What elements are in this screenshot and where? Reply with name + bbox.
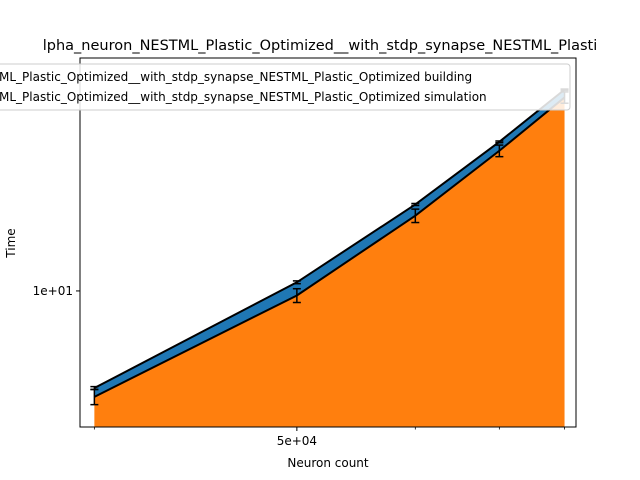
plot-area (90, 88, 569, 427)
simulation-area (94, 97, 565, 427)
legend-label: ML_Plastic_Optimized__with_stdp_synapse_… (0, 90, 487, 104)
chart-title: lpha_neuron_NESTML_Plastic_Optimized__wi… (43, 38, 597, 54)
legend-box (0, 63, 571, 111)
building-area (94, 89, 565, 397)
legend-label: ML_Plastic_Optimized__with_stdp_synapse_… (0, 70, 472, 84)
y-tick-label: 1e+01 (33, 284, 73, 298)
axes-frame (79, 57, 577, 428)
axes: 5e+04 1e+01 (33, 57, 577, 448)
legend: ML_Plastic_Optimized__with_stdp_synapse_… (0, 63, 571, 111)
y-axis-label: Time (4, 228, 18, 258)
x-axis-label: Neuron count (287, 456, 369, 470)
x-tick-label: 5e+04 (277, 434, 317, 448)
